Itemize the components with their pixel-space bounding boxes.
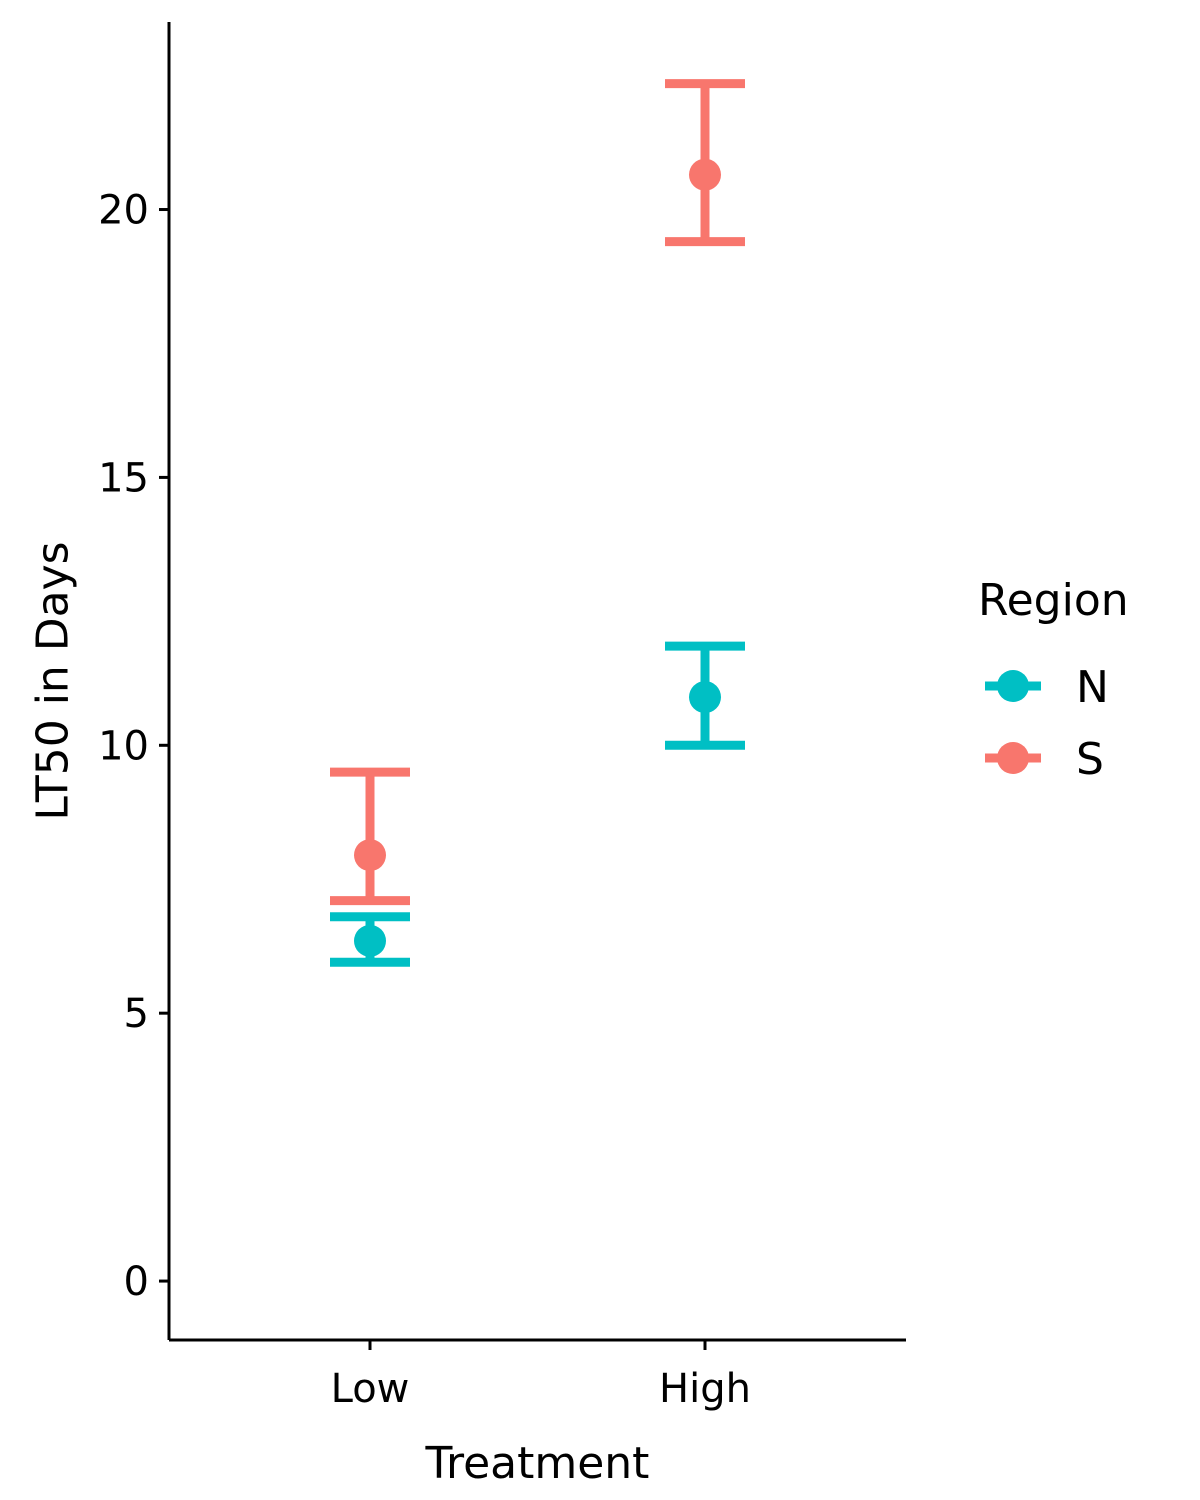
series-n — [330, 641, 745, 967]
y-tick-label: 0 — [124, 1259, 149, 1305]
y-axis-title: LT50 in Days — [27, 541, 78, 820]
y-tick-label: 15 — [98, 455, 149, 501]
legend-items: NS — [985, 662, 1109, 785]
data-point — [354, 839, 386, 872]
data-point — [689, 681, 721, 714]
plot-area — [330, 79, 745, 967]
x-tick-label-high: High — [659, 1366, 751, 1412]
y-ticks: 0 5 10 15 20 — [98, 188, 169, 1305]
data-point — [689, 158, 721, 191]
y-tick-label: 20 — [98, 188, 149, 234]
legend-key-point — [997, 742, 1029, 774]
legend-item-s: S — [985, 734, 1104, 785]
legend-key-point — [997, 670, 1029, 702]
axes: 0 5 10 15 20 Low High — [98, 22, 906, 1412]
legend: Region NS — [978, 575, 1129, 785]
data-point — [354, 924, 386, 957]
x-ticks: Low High — [331, 1340, 751, 1412]
legend-label: N — [1076, 662, 1109, 713]
legend-title: Region — [978, 575, 1129, 626]
y-tick-label: 5 — [124, 991, 149, 1037]
y-tick-label: 10 — [98, 723, 149, 769]
legend-item-n: N — [985, 662, 1109, 713]
x-axis-title: Treatment — [425, 1438, 650, 1489]
x-tick-label-low: Low — [331, 1366, 410, 1412]
legend-label: S — [1076, 734, 1104, 785]
series-s — [330, 79, 745, 906]
